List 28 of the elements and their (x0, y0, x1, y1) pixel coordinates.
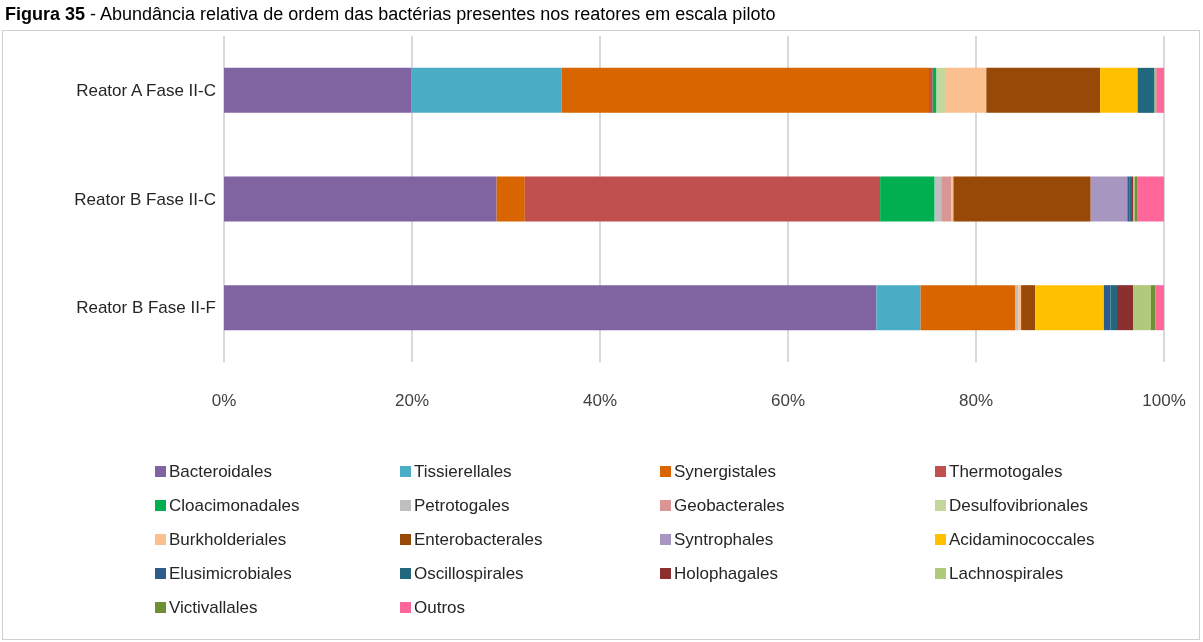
legend-label: Enterobacterales (414, 530, 543, 549)
legend-label: Elusimicrobiales (169, 564, 292, 583)
x-tick-label: 20% (394, 391, 430, 410)
legend-label: Tissierellales (414, 462, 512, 481)
x-tick-label: 100% (1142, 391, 1186, 410)
x-tick-label: 60% (770, 391, 806, 410)
chart-title: Figura 35 - Abundância relativa de ordem das bactérias presentes nos reatores em escala piloto (5, 4, 776, 24)
legend-label: Victivallales (169, 598, 258, 617)
legend-label: Oscillospirales (414, 564, 524, 583)
y-tick-label: Reator B Fase II-C (74, 189, 216, 209)
legend-label: Lachnospirales (949, 564, 1064, 583)
legend-label: Holophagales (674, 564, 778, 583)
legend-label: Syntrophales (674, 530, 774, 549)
x-tick-label: 0% (211, 391, 237, 410)
legend-label: Outros (414, 598, 466, 617)
legend-label: Cloacimonadales (169, 496, 300, 515)
legend-label: Acidaminococcales (949, 530, 1095, 549)
legend-label: Bacteroidales (169, 462, 273, 481)
legend-label: Thermotogales (949, 462, 1063, 481)
x-tick-label: 80% (958, 391, 994, 410)
y-tick-label: Reator A Fase II-C (76, 80, 216, 100)
legend-label: Burkholderiales (169, 530, 287, 549)
x-tick-label: 40% (582, 391, 618, 410)
legend-label: Synergistales (674, 462, 777, 481)
legend-label: Petrotogales (414, 496, 510, 515)
legend-label: Geobacterales (674, 496, 785, 515)
legend-label: Desulfovibrionales (949, 496, 1088, 515)
y-tick-label: Reator B Fase II-F (76, 298, 216, 318)
